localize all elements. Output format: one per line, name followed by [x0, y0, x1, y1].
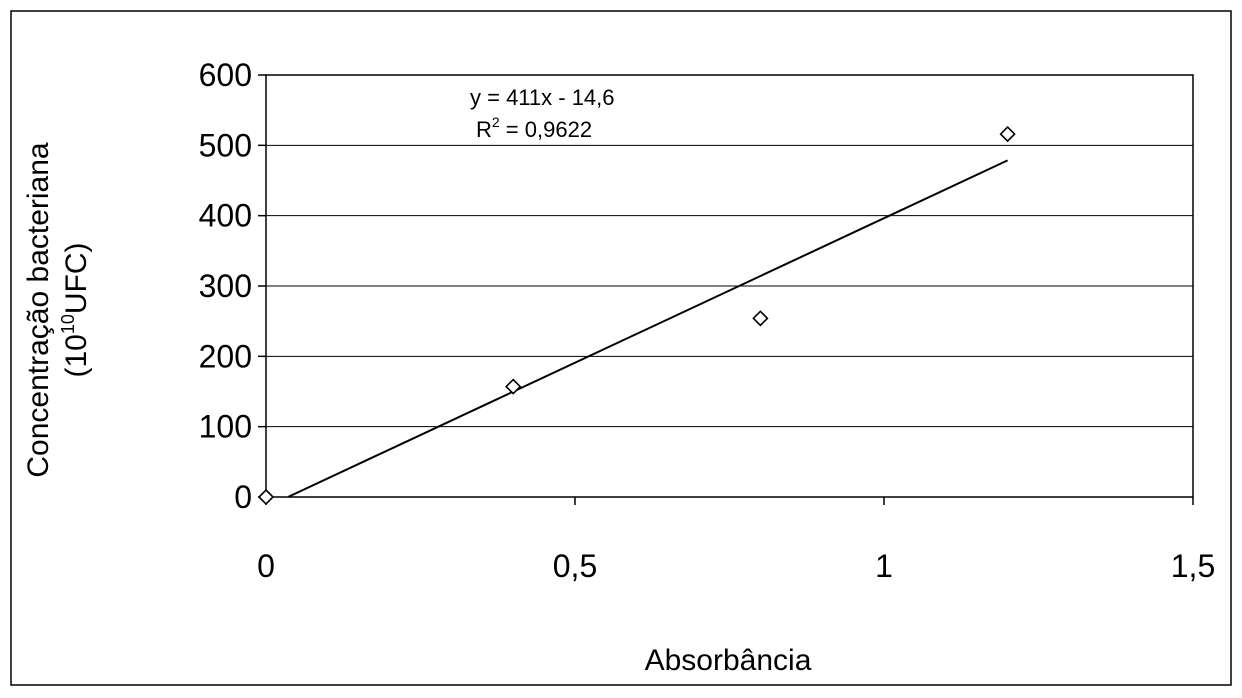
- x-tick-label: 1,5: [1171, 548, 1215, 584]
- y-axis-title-prefix: (10: [60, 334, 93, 377]
- trendline-equation: y = 411x - 14,6: [470, 85, 615, 110]
- y-axis-title-suffix: UFC): [60, 242, 93, 314]
- x-tick-label: 0,5: [553, 548, 597, 584]
- y-axis-title-line2: (1010UFC): [58, 242, 93, 377]
- r2-superscript: 2: [492, 114, 500, 130]
- trendline-r2: R2 = 0,9622: [476, 114, 592, 142]
- y-tick-label: 200: [199, 338, 252, 374]
- r2-value: = 0,9622: [500, 117, 592, 142]
- data-point: [999, 125, 1016, 143]
- y-tick-label: 300: [199, 268, 252, 304]
- data-points: [257, 125, 1016, 506]
- data-point: [257, 488, 275, 506]
- y-axis-ticks: 0 100 200 300 400 500 600: [199, 57, 266, 515]
- trendline-group: [287, 159, 1009, 498]
- x-axis-ticks: 0 0,5 1 1,5: [257, 497, 1215, 584]
- data-point: [752, 310, 769, 327]
- y-axis-title-superscript: 10: [58, 314, 78, 334]
- data-point: [505, 378, 522, 395]
- y-tick-label: 0: [234, 479, 252, 515]
- r2-prefix: R: [476, 117, 492, 142]
- x-tick-label: 1: [875, 548, 893, 584]
- y-tick-label: 500: [199, 127, 252, 163]
- chart-border: [10, 10, 1232, 686]
- y-tick-label: 100: [199, 409, 252, 445]
- x-tick-label: 0: [257, 548, 275, 584]
- gridlines: [266, 144, 1193, 428]
- y-tick-label: 400: [199, 198, 252, 234]
- y-axis-title-line1: Concentração bacteriana: [22, 142, 55, 478]
- trendline: [287, 159, 1009, 498]
- y-tick-label: 600: [199, 57, 252, 93]
- x-axis-title: Absorbância: [645, 644, 812, 677]
